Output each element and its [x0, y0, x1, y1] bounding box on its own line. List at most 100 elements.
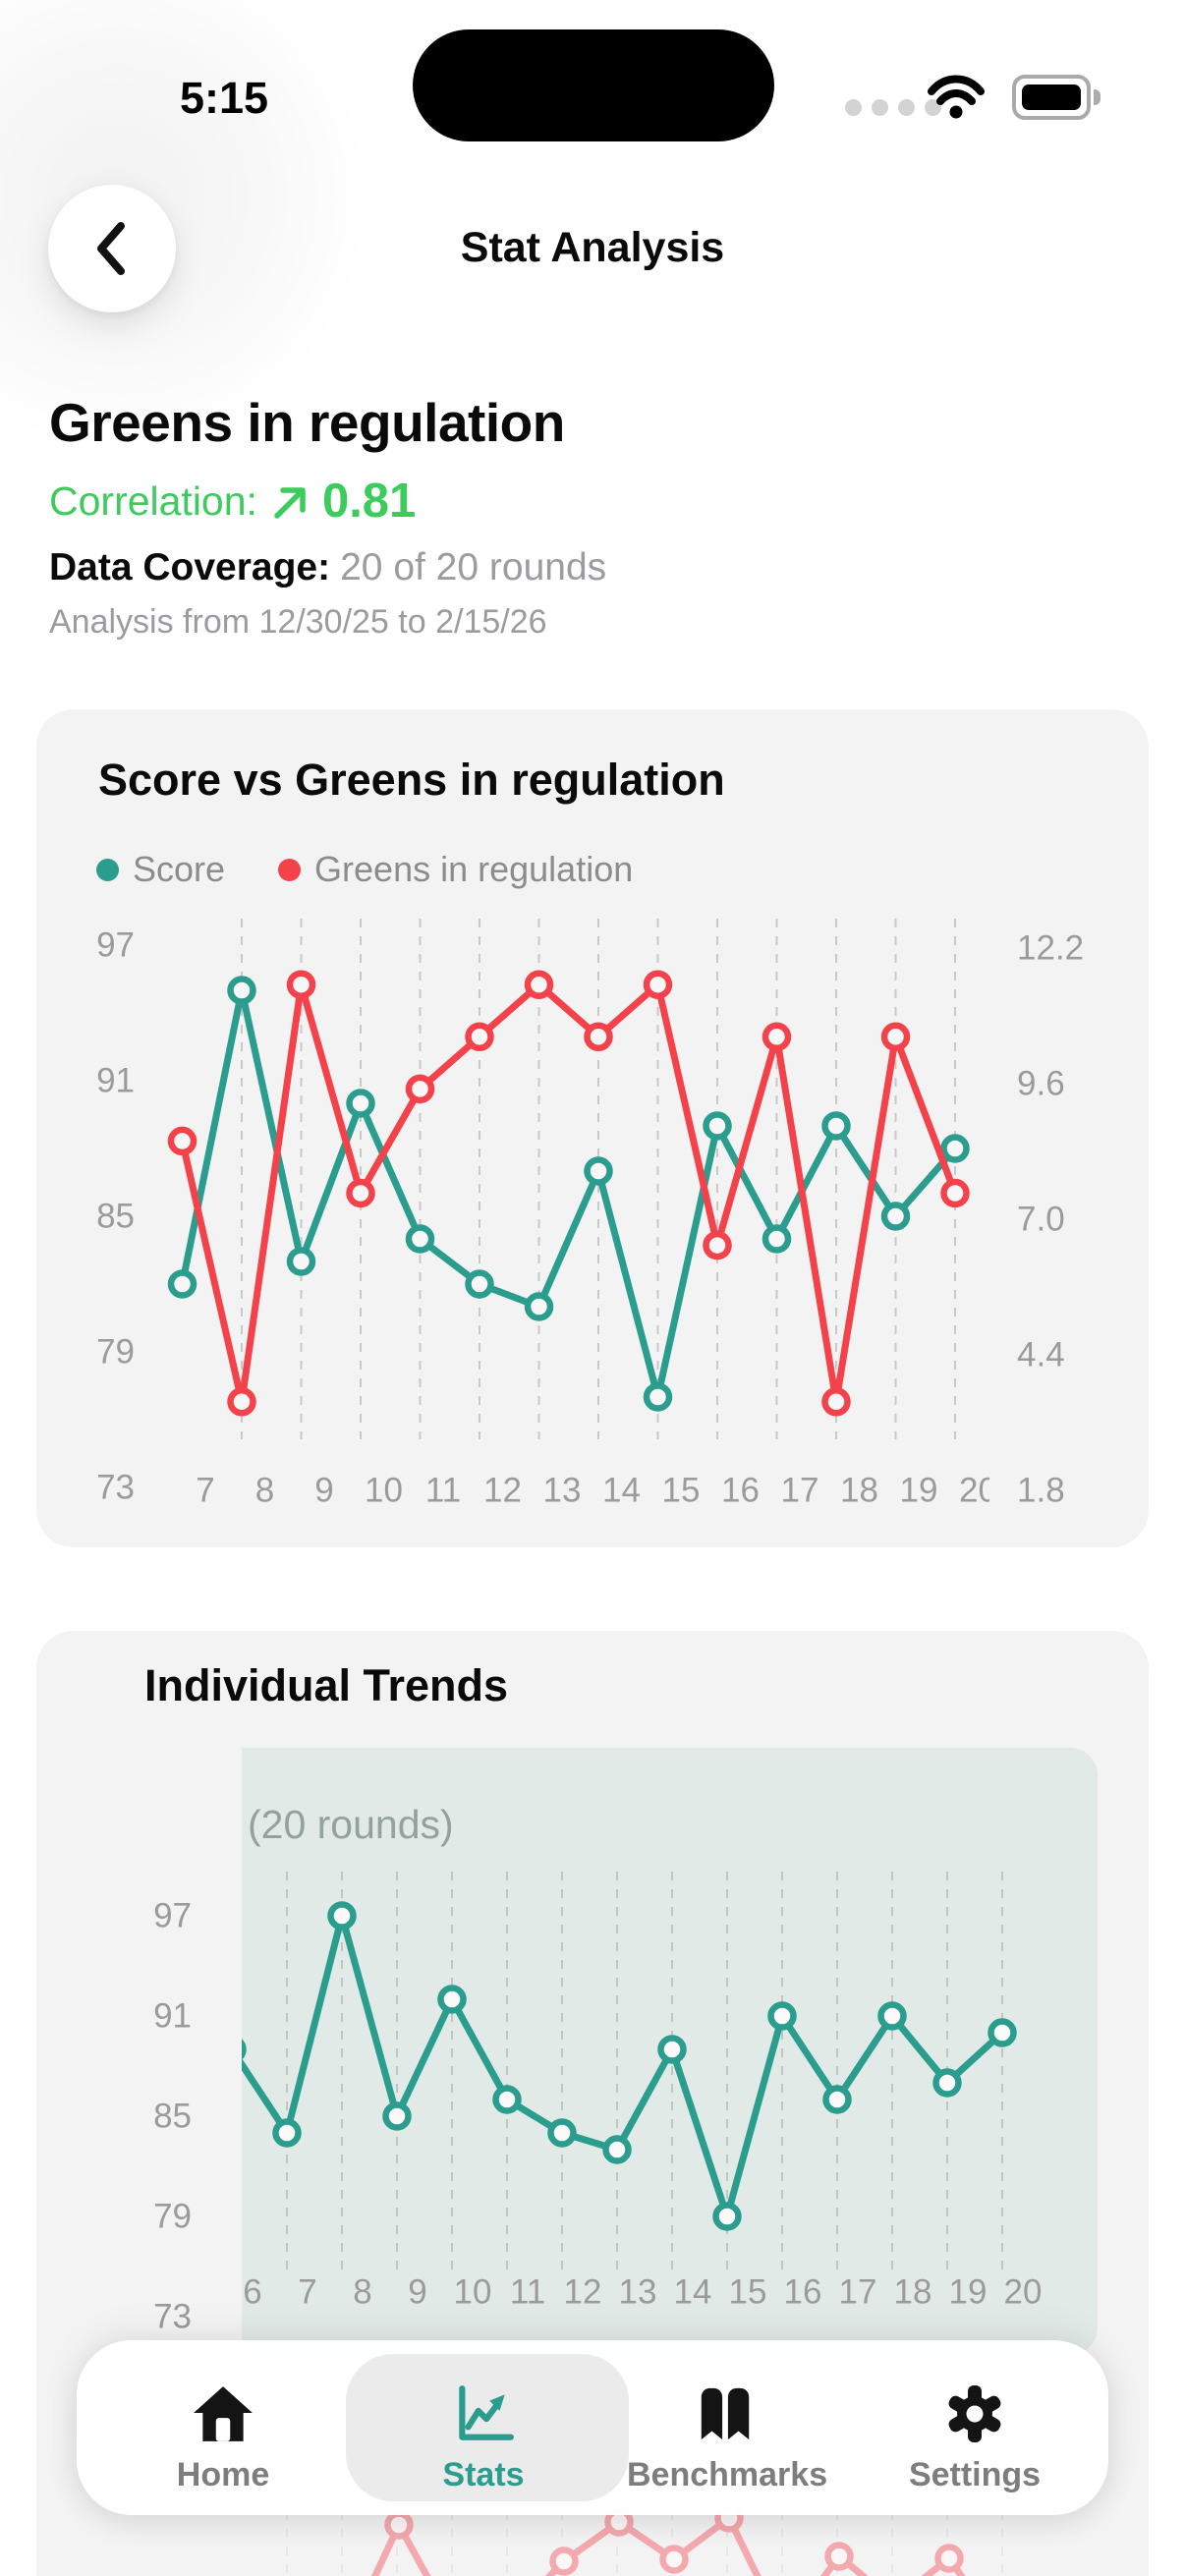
axis-label: 12 [483, 1472, 522, 1510]
axis-label: 13 [543, 1472, 582, 1510]
tab-home[interactable]: Home [125, 2374, 321, 2494]
data-point [762, 1022, 792, 1052]
data-point [524, 1292, 554, 1321]
data-point [227, 1387, 256, 1417]
data-point [465, 1269, 494, 1299]
analysis-range: Analysis from 12/30/25 to 2/15/26 [49, 603, 547, 641]
battery-fill [1022, 84, 1081, 110]
data-point [405, 1224, 435, 1254]
correlation-row: Correlation: 0.81 [49, 474, 416, 529]
axis-label: 18 [840, 1472, 878, 1510]
data-point [762, 1224, 792, 1254]
axis-label: 91 [153, 1997, 192, 2036]
gear-icon [876, 2374, 1073, 2446]
axis-label: 9.6 [1017, 1065, 1065, 1103]
axis-label: 19 [900, 1472, 938, 1510]
status-time: 5:15 [179, 73, 269, 123]
axis-label: 14 [674, 2273, 712, 2312]
data-point [286, 970, 316, 999]
data-point [584, 1022, 613, 1052]
axis-label: 9 [408, 2273, 426, 2312]
data-point [703, 1230, 732, 1260]
tab-settings[interactable]: Settings [876, 2374, 1073, 2494]
axis-label: 10 [365, 1472, 403, 1510]
data-point [880, 1202, 911, 1231]
tab-benchmarks-label: Benchmarks [627, 2456, 828, 2493]
axis-label: 7 [298, 2273, 316, 2312]
score-legend-label: Score [133, 849, 226, 889]
axis-label: 8 [353, 2273, 371, 2312]
score-vs-gir-card [36, 709, 1149, 1547]
tab-stats[interactable]: Stats [385, 2374, 582, 2494]
axis-label: 6 [243, 2273, 261, 2312]
tab-benchmarks[interactable]: Benchmarks [627, 2374, 828, 2494]
data-point [549, 2547, 579, 2576]
data-point [821, 1111, 851, 1141]
axis-label: 17 [839, 2273, 877, 2312]
data-point [988, 2018, 1017, 2047]
axis-label: 97 [153, 1897, 192, 1935]
data-point [940, 1178, 970, 1208]
axis-label: 9 [314, 1472, 333, 1510]
home-icon [125, 2374, 321, 2446]
axis-label: 20 [1004, 2273, 1043, 2312]
score-trend-chart[interactable]: 97 91 85 79 73 6 7 8 9 10 11 12 13 14 15 16 17 18 19 20 [0, 1847, 1185, 2358]
data-point [286, 1247, 316, 1276]
axis-label: 85 [153, 2098, 192, 2136]
series-line [179, 986, 959, 1401]
axis-label: 11 [510, 2273, 545, 2312]
score-vs-gir-chart[interactable]: 97 91 85 79 73 12.2 9.6 7.0 4.4 1.8 7 8 9 10 11 12 13 14 1… [0, 884, 1185, 1572]
axis-label: 97 [96, 926, 135, 965]
data-point [346, 1178, 375, 1208]
chevron-left-icon [97, 222, 125, 275]
axis-label: 12.2 [1017, 929, 1084, 968]
active-tab-pill [346, 2354, 629, 2501]
axis-label: 19 [949, 2273, 988, 2312]
axis-label: 20 [959, 1472, 997, 1510]
axis-label: 14 [602, 1472, 641, 1510]
score-legend-dot [96, 858, 119, 881]
data-point [932, 2068, 962, 2098]
axis-label: 73 [96, 1469, 135, 1507]
data-point [703, 1111, 732, 1141]
axis-label: 15 [729, 2273, 767, 2312]
data-point [167, 1126, 198, 1156]
data-point [327, 1901, 357, 1931]
coverage-row: Data Coverage: 20 of 20 rounds [49, 546, 606, 589]
axis-label: 8 [255, 1472, 274, 1510]
data-point [767, 2001, 797, 2031]
data-point [227, 976, 256, 1005]
axis-label: 79 [96, 1333, 135, 1372]
data-point [821, 1387, 851, 1417]
data-point [384, 2510, 414, 2540]
gir-legend-dot [278, 858, 302, 881]
stats-icon [385, 2374, 582, 2446]
chart1-title: Score vs Greens in regulation [98, 755, 725, 805]
axis-label: 73 [153, 2298, 192, 2336]
data-point [272, 2118, 302, 2148]
data-point [940, 1134, 970, 1163]
back-button[interactable] [48, 185, 176, 312]
data-point [659, 2545, 689, 2574]
wifi-icon [928, 75, 985, 125]
data-point [657, 2035, 687, 2064]
data-point [643, 970, 673, 999]
tab-stats-label: Stats [442, 2456, 525, 2493]
axis-label: 4.4 [1017, 1336, 1065, 1374]
gir-legend-label: Greens in regulation [314, 849, 634, 889]
chart1-legend: Score Greens in regulation [96, 849, 633, 890]
battery-icon [1012, 75, 1091, 120]
axis-label: 1.8 [1017, 1472, 1065, 1510]
axis-label: 79 [153, 2198, 192, 2236]
dynamic-island [413, 29, 774, 141]
data-point [492, 2085, 522, 2114]
axis-label: 91 [96, 1062, 135, 1100]
axis-label: 12 [564, 2273, 602, 2312]
data-point [346, 1089, 375, 1118]
data-point [242, 2039, 247, 2060]
data-point [167, 1269, 198, 1299]
data-point [584, 1156, 613, 1186]
stat-name-heading: Greens in regulation [49, 392, 565, 453]
axis-label: 7.0 [1017, 1201, 1065, 1239]
